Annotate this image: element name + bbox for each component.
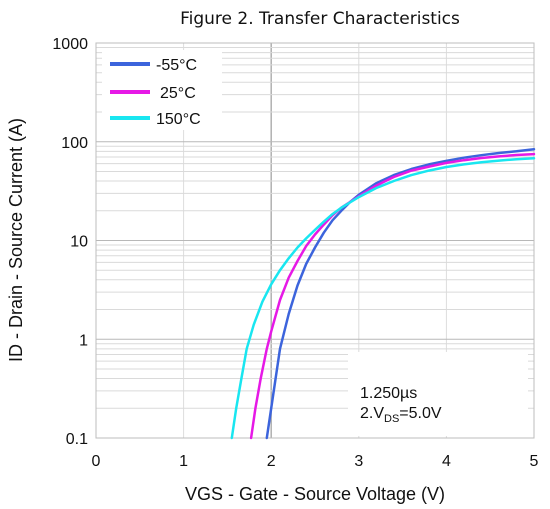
plot-area-frame: [95, 42, 535, 439]
x-tick-label: 3: [354, 453, 363, 470]
legend: -55°C 25°C 150°C: [102, 50, 222, 130]
tick-labels: 0 1 2 3 4 5 0.1 1 10 100 1000: [52, 36, 538, 470]
y-tick-label: 1: [79, 332, 88, 349]
legend-label-150: 150°C: [156, 111, 201, 128]
legend-label-minus55: -55°C: [156, 57, 197, 74]
annotation-vds-subscript: DS: [384, 413, 399, 425]
annotation-line-1: 1.250µs: [360, 385, 417, 402]
x-tick-label: 2: [267, 453, 276, 470]
y-tick-label: 100: [61, 135, 88, 152]
annotation-box: 1.250µs 2.VDS=5.0V: [348, 352, 528, 436]
series-line-2: [230, 157, 536, 440]
y-axis-label: ID - Drain - Source Current (A): [6, 118, 26, 362]
x-tick-label: 4: [442, 453, 451, 470]
y-tick-label: 0.1: [66, 431, 88, 448]
chart-title: Figure 2. Transfer Characteristics: [180, 9, 460, 29]
series-layer: [230, 147, 536, 440]
annotation-line-2: 2.VDS=5.0V: [360, 405, 442, 425]
x-tick-label: 0: [92, 453, 101, 470]
x-axis-label: VGS - Gate - Source Voltage (V): [185, 484, 445, 504]
annotation-vds-prefix: 2.V: [360, 405, 384, 422]
y-tick-label: 1000: [52, 36, 88, 53]
annotation-background: [348, 352, 528, 436]
x-tick-label: 5: [530, 453, 539, 470]
legend-label-25: 25°C: [160, 85, 196, 102]
annotation-vds-value: =5.0V: [399, 405, 442, 422]
x-tick-label: 1: [179, 453, 188, 470]
y-tick-label: 10: [70, 234, 88, 251]
